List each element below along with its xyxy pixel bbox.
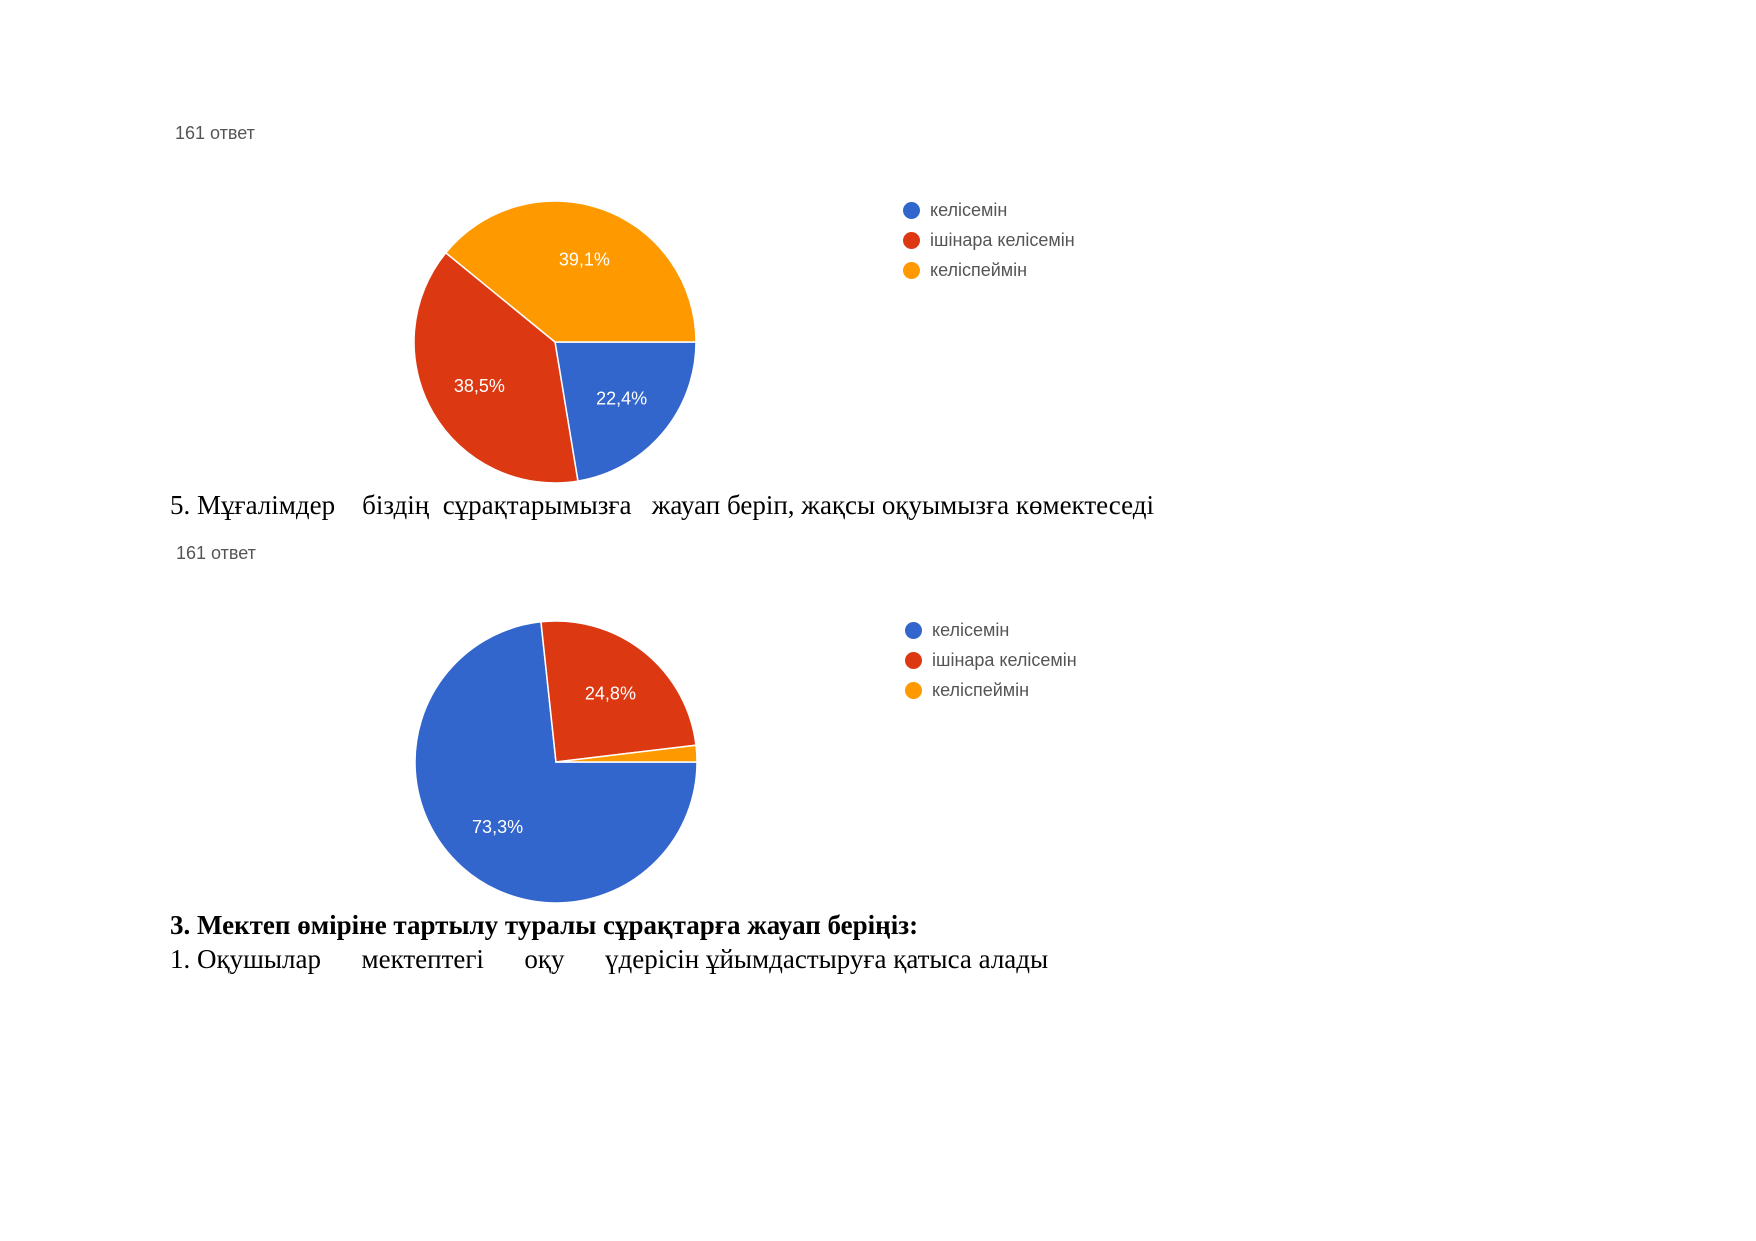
legend-dot-icon	[903, 261, 920, 279]
slice-disagree	[555, 744, 698, 763]
pie-chart-2: 73,3% 24,8%	[414, 620, 698, 904]
legend-item-disagree: келіспеймін	[905, 675, 1077, 705]
slice-label: 73,3%	[472, 817, 523, 837]
legend-dot-icon	[905, 681, 922, 699]
slice-partly	[413, 251, 579, 484]
legend-1: келісемін ішінара келісемін келіспеймін	[903, 195, 1075, 285]
slice-disagree	[444, 200, 697, 343]
question-1-text: 1. Оқушылар мектептегі оқу үдерісін ұйым…	[170, 944, 1049, 974]
slice-agree	[554, 341, 697, 482]
slice-partly	[540, 620, 697, 763]
legend-label: келісемін	[930, 199, 1008, 220]
legend-label: келіспеймін	[930, 259, 1028, 280]
legend-item-agree: келісемін	[905, 615, 1077, 645]
legend-label: ішінара келісемін	[930, 229, 1075, 250]
legend-dot-icon	[905, 651, 922, 669]
slice-label: 22,4%	[596, 389, 647, 409]
legend-dot-icon	[905, 621, 922, 639]
response-count-2: 161 ответ	[176, 543, 256, 563]
legend-item-partly: ішінара келісемін	[905, 645, 1077, 675]
pie-chart-1: 22,4% 38,5% 39,1%	[413, 200, 697, 484]
legend-label: келісемін	[932, 619, 1010, 640]
slice-label: 39,1%	[559, 250, 610, 270]
section-3-heading: 3. Мектеп өміріне тартылу туралы сұрақта…	[170, 910, 919, 940]
slice-label: 24,8%	[585, 684, 636, 704]
question-5-text: 5. Мұғалімдер біздің сұрақтарымызға жауа…	[170, 490, 1154, 520]
legend-item-disagree: келіспеймін	[903, 255, 1075, 285]
legend-dot-icon	[903, 201, 920, 219]
legend-item-agree: келісемін	[903, 195, 1075, 225]
response-count-1: 161 ответ	[175, 123, 255, 143]
legend-dot-icon	[903, 231, 920, 249]
slice-label: 38,5%	[454, 376, 505, 396]
legend-label: келіспеймін	[932, 679, 1030, 700]
legend-2: келісемін ішінара келісемін келіспеймін	[905, 615, 1077, 705]
legend-label: ішінара келісемін	[932, 649, 1077, 670]
legend-item-partly: ішінара келісемін	[903, 225, 1075, 255]
